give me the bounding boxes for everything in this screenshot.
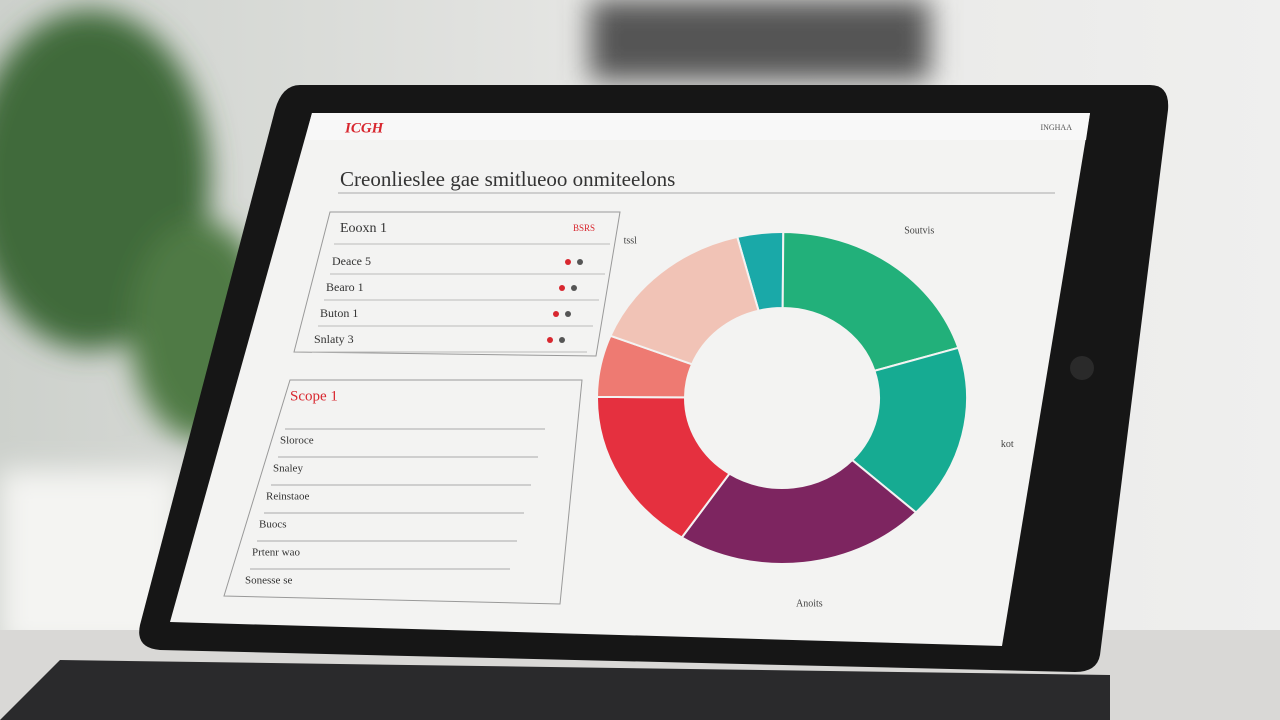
logo: ICGH (344, 120, 385, 136)
row-dot (577, 259, 583, 265)
row-dot (571, 285, 577, 291)
panel2 (223, 379, 583, 605)
donut-chart: Soutvis kot Anoits tssl (595, 225, 1014, 609)
panel2-row: Sonesse se (245, 575, 292, 587)
row-dot (565, 259, 571, 265)
row-dot (547, 337, 553, 343)
row-dot (565, 311, 571, 317)
panel1 (293, 211, 621, 357)
donut-segment (596, 395, 731, 539)
panel2-row: Prtenr wao (252, 547, 300, 559)
panel1-content: Eooxn 1 BSRS Deace 5 Bearo 1 Buton 1 Snlaty 3 (312, 221, 610, 353)
panel1-heading-right: BSRS (573, 223, 595, 233)
panel1-row: Snlaty 3 (314, 332, 354, 346)
header-bar (305, 113, 1090, 140)
camera (1070, 356, 1094, 380)
panel1-heading: Eooxn 1 (340, 221, 387, 236)
panel1-row: Bearo 1 (326, 280, 364, 294)
row-dot (559, 285, 565, 291)
segment-label: tssl (624, 236, 638, 247)
segment-label: Soutvis (904, 225, 934, 236)
panel2-row: Reinstaoe (266, 491, 309, 503)
segment-label: Anoits (796, 598, 823, 609)
row-dot (553, 311, 559, 317)
panel2-content: Scope 1 Sloroce Snaley Reinstaoe Buocs Prtenr… (245, 388, 545, 587)
keyboard (0, 660, 1110, 720)
panel1-row: Deace 5 (332, 254, 371, 268)
header-right: INGHAA (1040, 123, 1072, 132)
row-dot (559, 337, 565, 343)
segment-label: kot (1001, 439, 1014, 450)
panel2-row: Sloroce (280, 435, 314, 447)
donut-segment (850, 346, 968, 514)
panel1-row: Buton 1 (320, 306, 358, 320)
donut-segment (781, 230, 960, 372)
page-title: Creonlieslee gae smitlueoo onmiteelons (340, 167, 675, 191)
donut-segment (680, 458, 918, 565)
panel2-row: Snaley (273, 463, 303, 475)
panel2-row: Buocs (259, 519, 287, 531)
donut-segment (609, 235, 760, 366)
panel2-heading: Scope 1 (290, 388, 338, 404)
